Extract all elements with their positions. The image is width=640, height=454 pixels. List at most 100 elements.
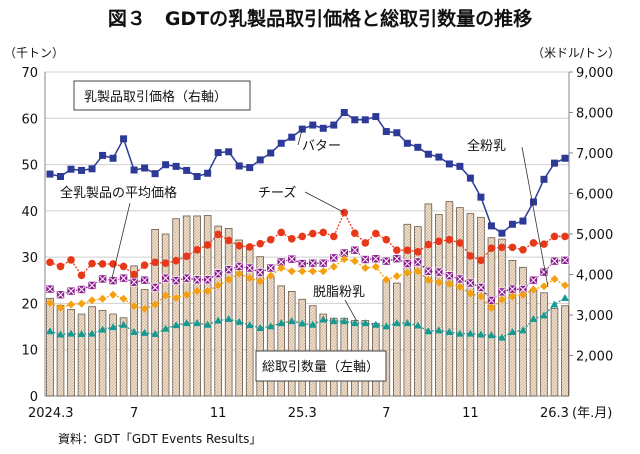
cheese-point (214, 230, 222, 239)
legend-box-label: 乳製品取引価格（右軸） (84, 89, 227, 105)
smp-point (161, 324, 170, 332)
butter-point (498, 229, 506, 237)
bar-total-volume (540, 292, 548, 397)
smp-point (245, 321, 254, 329)
smp-point (287, 317, 296, 325)
average-price-point-x (319, 259, 327, 267)
average-price-point-x (151, 284, 159, 291)
butter-point (435, 153, 443, 161)
butter-point (67, 165, 75, 173)
average-price-point-x (183, 274, 190, 282)
wmp-point (182, 290, 191, 299)
smp-point (382, 322, 391, 330)
bar-total-volume (161, 233, 170, 397)
smp-point (172, 321, 181, 329)
wmp-point (308, 267, 317, 276)
smp-point (98, 325, 107, 333)
left-tick-label: 0 (30, 390, 38, 405)
cheese-point (372, 229, 380, 238)
smp-point (56, 330, 65, 338)
average-price-point-x (361, 256, 369, 263)
butter-point (193, 172, 201, 180)
wmp-point (266, 271, 275, 280)
series-label: 脱脂粉乳 (313, 285, 365, 300)
butter-point (340, 109, 348, 116)
smp-point (403, 319, 412, 327)
average-price-point-x (225, 266, 233, 273)
smp-point (256, 323, 265, 331)
wmp-point (109, 290, 118, 299)
butter-point (519, 217, 527, 225)
average-price-point-x (246, 264, 254, 272)
average-price-point-x (193, 276, 201, 284)
butter-point (78, 166, 86, 174)
bar-total-volume (224, 228, 233, 397)
smp-point (119, 320, 128, 328)
butter-point (330, 121, 338, 129)
cheese-point (487, 244, 496, 252)
smp-point (67, 329, 76, 337)
wmp-point (172, 293, 181, 302)
smp-point (319, 315, 328, 323)
left-axis-unit: （千トン） (4, 46, 65, 60)
butter-point (120, 135, 128, 143)
bar-total-volume (56, 304, 65, 397)
butter-point (246, 164, 254, 172)
cheese-point (235, 241, 243, 250)
average-price-point-x (57, 291, 64, 299)
cheese-point (350, 229, 359, 237)
cheese-point (193, 245, 201, 254)
average-price-point-x (403, 260, 411, 267)
cheese-point (151, 258, 159, 267)
wmp-point (382, 275, 391, 284)
wmp-point (434, 278, 443, 287)
average-price-point-x (120, 274, 127, 282)
bar-total-volume (193, 215, 201, 397)
wmp-point (67, 300, 76, 309)
cheese-point (329, 232, 338, 241)
wmp-point (350, 257, 359, 266)
wmp-point (413, 267, 422, 276)
average-price-point-x (204, 276, 212, 284)
smp-point (434, 326, 443, 334)
wmp-point (539, 282, 548, 291)
cheese-point (414, 248, 422, 256)
wmp-point (298, 267, 307, 276)
average-price-point-x (46, 285, 54, 293)
cheese-point (203, 241, 212, 249)
smp-point (46, 327, 54, 335)
right-tick-label: 9,000 (576, 66, 613, 81)
smp-point (151, 330, 160, 338)
butter-point (561, 154, 569, 162)
wmp-point (455, 283, 464, 292)
cheese-point (67, 256, 75, 264)
butter-point (456, 162, 464, 170)
butter-point (540, 175, 548, 183)
butter-point (99, 151, 107, 159)
bar-total-volume (403, 223, 412, 397)
cheese-point (298, 232, 307, 241)
x-tick-label: 7 (130, 406, 138, 421)
butter-point (393, 129, 401, 137)
smp-point (561, 293, 569, 301)
smp-point (77, 330, 86, 338)
wmp-point (256, 277, 265, 286)
left-tick-label: 40 (21, 205, 38, 220)
series-label: バター (302, 139, 341, 154)
cheese-point (361, 239, 370, 247)
cheese-point (140, 261, 149, 269)
wmp-point (508, 292, 517, 301)
average-price-point-x (78, 286, 85, 293)
smp-point (214, 316, 223, 324)
bar-total-volume (67, 309, 75, 397)
x-tick-label: 26.3 (540, 406, 569, 421)
bar-total-volume (393, 282, 401, 397)
cheese-point (403, 246, 412, 254)
wmp-point (46, 298, 54, 307)
average-price-point-x (267, 264, 275, 272)
cheese-point (393, 246, 401, 254)
wmp-point (140, 304, 149, 313)
bar-total-volume (277, 285, 286, 397)
wmp-point (203, 287, 212, 296)
